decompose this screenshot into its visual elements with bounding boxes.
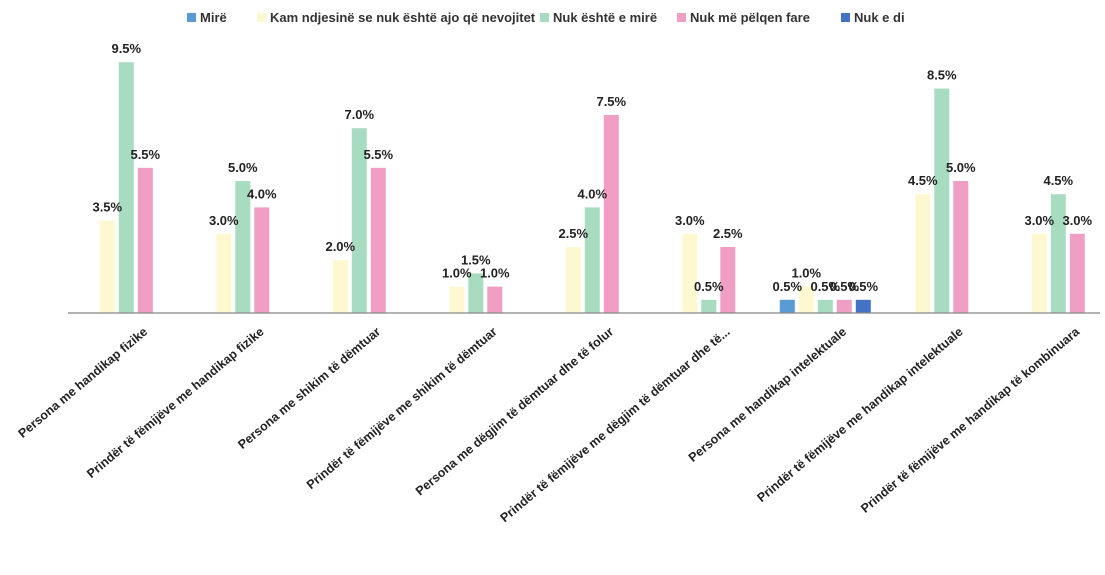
category-label-8: Prindër të fëmijëve me handikap të kombi… [858, 324, 1083, 516]
value-label-c2-s3: 5.5% [363, 147, 393, 162]
value-label-c6-s0: 0.5% [772, 279, 802, 294]
bar-c0-s2 [119, 62, 134, 313]
bar-c4-s3 [604, 115, 619, 313]
bar-c7-s2 [934, 89, 949, 313]
category-label-4: Persona me dëgjim të dëmtuar dhe të folu… [413, 324, 616, 498]
category-label-5: Prindër të fëmijëve me dëgjim të dëmtuar… [498, 325, 733, 525]
legend-label-1: Kam ndjesinë se nuk është ajo që nevojit… [270, 10, 536, 25]
bar-c3-s1 [449, 287, 464, 313]
value-label-c8-s1: 3.0% [1024, 213, 1054, 228]
bar-c5-s2 [701, 300, 716, 313]
value-label-c0-s1: 3.5% [92, 200, 122, 215]
value-label-c3-s1: 1.0% [442, 266, 472, 281]
value-label-c5-s1: 3.0% [675, 213, 705, 228]
value-label-c7-s2: 8.5% [927, 68, 957, 83]
legend-swatch-1 [257, 13, 266, 22]
legend-swatch-0 [187, 13, 196, 22]
value-label-c2-s2: 7.0% [344, 107, 374, 122]
category-label-1: Prindër të fëmijëve me handikap fizike [84, 325, 267, 481]
bar-c0-s1 [100, 221, 115, 313]
legend-label-4: Nuk e di [854, 10, 905, 25]
bar-c1-s1 [216, 234, 231, 313]
value-label-c1-s1: 3.0% [209, 213, 239, 228]
bar-c4-s1 [566, 247, 581, 313]
value-label-c4-s1: 2.5% [558, 226, 588, 241]
value-label-c4-s3: 7.5% [596, 94, 626, 109]
bar-c0-s3 [138, 168, 153, 313]
value-label-c4-s2: 4.0% [577, 186, 607, 201]
value-label-c5-s3: 2.5% [713, 226, 743, 241]
chart-legend: Mirë Kam ndjesinë se nuk është ajo që nev… [187, 10, 905, 25]
legend-swatch-4 [841, 13, 850, 22]
bar-c6-s4 [856, 300, 871, 313]
value-label-c8-s3: 3.0% [1062, 213, 1092, 228]
bar-c6-s0 [780, 300, 795, 313]
value-label-c6-s4: 0.5% [848, 279, 878, 294]
value-label-c0-s3: 5.5% [130, 147, 160, 162]
bar-c3-s3 [487, 287, 502, 313]
bar-c7-s1 [915, 194, 930, 313]
legend-swatch-3 [677, 13, 686, 22]
legend-swatch-2 [540, 13, 549, 22]
bar-c2-s1 [333, 260, 348, 313]
value-label-c8-s2: 4.5% [1043, 173, 1073, 188]
bar-c6-s3 [837, 300, 852, 313]
value-label-c7-s1: 4.5% [908, 173, 938, 188]
value-label-c5-s2: 0.5% [694, 279, 724, 294]
bar-c7-s3 [953, 181, 968, 313]
category-label-7: Prindër të fëmijëve me handikap intelekt… [754, 325, 965, 505]
bar-c5-s1 [682, 234, 697, 313]
category-label-0: Persona me handikap fizike [16, 325, 151, 441]
bar-c2-s3 [371, 168, 386, 313]
category-label-3: Prindër të fëmijëve me shikim të dëmtuar [304, 324, 500, 492]
bar-c8-s3 [1070, 234, 1085, 313]
value-label-c1-s2: 5.0% [228, 160, 258, 175]
bar-c1-s3 [254, 207, 269, 313]
legend-label-3: Nuk më pëlqen fare [690, 10, 810, 25]
value-label-c0-s2: 9.5% [111, 41, 141, 56]
bar-c6-s2 [818, 300, 833, 313]
value-label-c2-s1: 2.0% [325, 239, 355, 254]
value-label-c1-s3: 4.0% [247, 186, 277, 201]
legend-label-2: Nuk është e mirë [553, 10, 657, 25]
bar-c4-s2 [585, 207, 600, 313]
value-label-c3-s3: 1.0% [480, 266, 510, 281]
value-label-c7-s3: 5.0% [946, 160, 976, 175]
bar-c8-s1 [1032, 234, 1047, 313]
legend-label-0: Mirë [200, 10, 227, 25]
